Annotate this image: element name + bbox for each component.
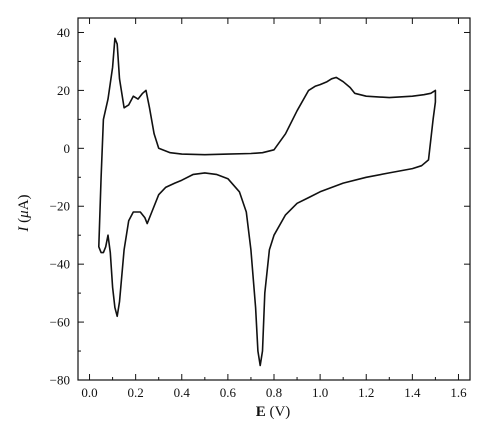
y-tick-label: −80	[50, 373, 70, 388]
y-tick-label: −60	[50, 315, 70, 330]
x-tick-label: 0.8	[266, 385, 282, 400]
cv-curve-line	[98, 37, 437, 367]
x-tick-label: 0.6	[220, 385, 237, 400]
y-tick-label: −20	[50, 199, 70, 214]
y-tick-label: 0	[64, 141, 71, 156]
y-axis-unit-mu: μ	[16, 210, 32, 219]
x-axis-title: E (V)	[256, 404, 291, 420]
y-axis-title: I (μA)	[16, 194, 32, 232]
x-tick-label: 0.0	[81, 385, 97, 400]
x-tick-label: 1.4	[404, 385, 421, 400]
x-axis-ticks: 0.0 0.2 0.4 0.6 0.8 1.0 1.2 1.4 1.6	[81, 18, 467, 400]
y-tick-label: 40	[57, 25, 70, 40]
y-tick-label: 20	[57, 83, 70, 98]
y-tick-label: −40	[50, 257, 70, 272]
y-axis-unit-rest: A)	[16, 194, 32, 210]
y-axis-symbol: I	[16, 226, 32, 233]
x-axis-symbol: E	[256, 404, 266, 420]
x-tick-label: 0.4	[174, 385, 191, 400]
x-tick-label: 1.6	[450, 385, 467, 400]
y-axis-unit-prefix: (	[16, 218, 32, 227]
x-axis-unit: (V)	[266, 404, 291, 420]
x-tick-label: 0.2	[128, 385, 144, 400]
x-tick-label: 1.0	[312, 385, 328, 400]
x-tick-label: 1.2	[358, 385, 374, 400]
plot-border	[77, 17, 471, 381]
series-layer	[98, 37, 437, 367]
y-axis-ticks: 40 20 0 −20 −40 −60 −80	[50, 25, 470, 388]
plot-frame	[77, 17, 471, 381]
